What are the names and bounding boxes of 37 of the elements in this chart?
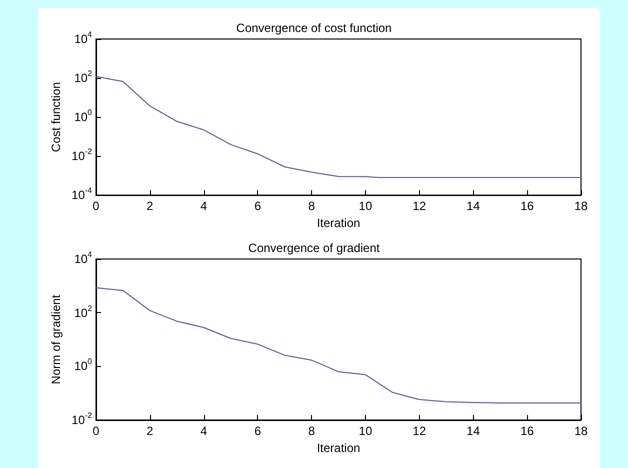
y-axis-title: Cost function [49, 82, 63, 152]
y-tick-label: 10$^{-4}$ [72, 186, 92, 202]
x-axis-title: Iteration [316, 216, 360, 230]
y-tick-label: 10$^{2}$ [74, 304, 92, 320]
x-tick-label: 16 [520, 424, 534, 438]
line-series [96, 76, 582, 178]
y-tick-label: 10$^{0}$ [74, 108, 92, 124]
x-tick-label: 18 [574, 199, 588, 214]
x-tick-label: 8 [308, 424, 316, 438]
y-tick-label: 10$^{2}$ [74, 69, 92, 86]
x-tick-label: 2 [146, 199, 154, 214]
chart-title: Convergence of cost function [236, 21, 392, 35]
x-tick-label: 10 [358, 199, 372, 214]
y-tick-label: 10$^{4}$ [74, 30, 92, 46]
x-tick-label: 6 [254, 424, 262, 438]
x-tick-label: 14 [466, 424, 480, 438]
x-tick-label: 4 [200, 424, 208, 438]
x-tick-label: 10 [358, 424, 372, 438]
x-tick-label: 6 [254, 199, 262, 214]
y-axis-title: Norm of gradient [49, 294, 63, 384]
y-tick-label: 10$^{-2}$ [72, 147, 92, 164]
y-tick-label: 10$^{-2}$ [72, 411, 92, 427]
x-tick-label: 0 [92, 199, 100, 214]
y-tick-label: 10$^{0}$ [74, 357, 92, 374]
line-series [96, 287, 582, 404]
x-tick-label: 0 [92, 424, 100, 438]
x-tick-label: 14 [466, 199, 480, 214]
x-tick-label: 2 [146, 424, 154, 438]
chart-title: Convergence of gradient [248, 241, 380, 255]
x-tick-label: 12 [412, 199, 426, 214]
x-tick-label: 4 [200, 199, 208, 214]
x-tick-label: 18 [574, 424, 588, 438]
x-tick-label: 8 [308, 199, 316, 214]
y-tick-label: 10$^{4}$ [74, 250, 92, 266]
x-axis-title: Iteration [316, 440, 360, 455]
x-tick-label: 16 [520, 199, 534, 214]
x-tick-label: 12 [412, 424, 426, 438]
